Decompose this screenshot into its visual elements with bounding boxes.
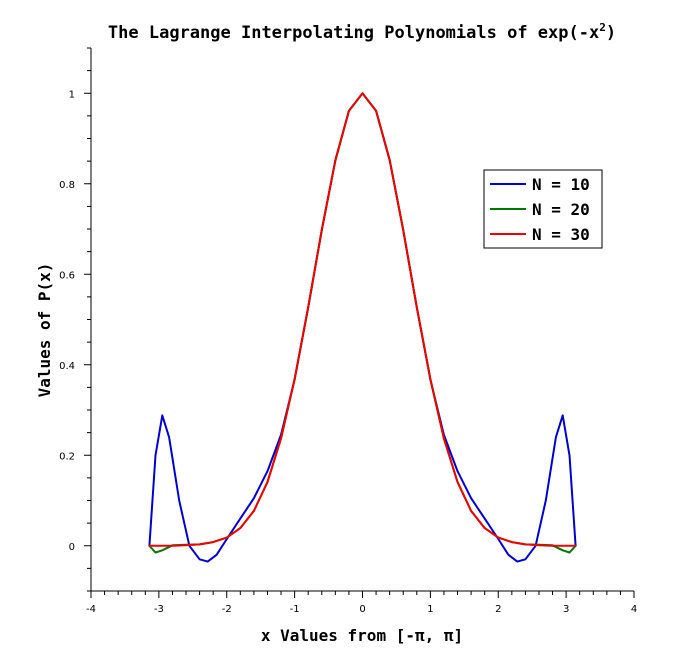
legend-label: N = 30 <box>532 225 590 244</box>
legend: N = 10 N = 20 N = 30 <box>483 169 603 249</box>
chart-title-superscript: 2 <box>599 21 606 34</box>
y-tick-label: 0 <box>69 542 75 553</box>
plot-axes: -4 -3 -2 -1 0 1 2 3 4 0 0.2 0.4 0.6 0.8 1 <box>59 47 637 615</box>
legend-label: N = 10 <box>532 175 590 194</box>
x-axis-label: x Values from [-π, π] <box>261 626 463 645</box>
x-tick-label: 0 <box>359 604 365 615</box>
y-tick-label: 0.2 <box>59 451 75 462</box>
series-line <box>148 92 577 547</box>
y-tick-label: 0.6 <box>59 270 75 281</box>
series-line <box>148 92 577 554</box>
y-tick-label: 0.4 <box>59 361 75 372</box>
y-axis-label: Values of P(x) <box>35 263 54 398</box>
chart-title-suffix: ) <box>606 23 616 43</box>
x-tick-label: -4 <box>86 604 96 615</box>
x-tick-label: 1 <box>427 604 433 615</box>
x-tick-label: -1 <box>290 604 300 615</box>
x-tick-label: 4 <box>631 604 637 615</box>
y-tick-label: 0.8 <box>59 180 75 191</box>
chart-title-main: The Lagrange Interpolating Polynomials o… <box>108 23 599 43</box>
y-tick-label: 1 <box>69 89 75 100</box>
legend-label: N = 20 <box>532 200 590 219</box>
x-tick-label: -3 <box>154 604 164 615</box>
series-lines <box>148 92 577 563</box>
x-tick-label: 3 <box>563 604 569 615</box>
chart-title: The Lagrange Interpolating Polynomials o… <box>108 21 616 43</box>
series-line <box>148 92 577 563</box>
x-tick-label: -2 <box>222 604 232 615</box>
x-tick-label: 2 <box>495 604 501 615</box>
